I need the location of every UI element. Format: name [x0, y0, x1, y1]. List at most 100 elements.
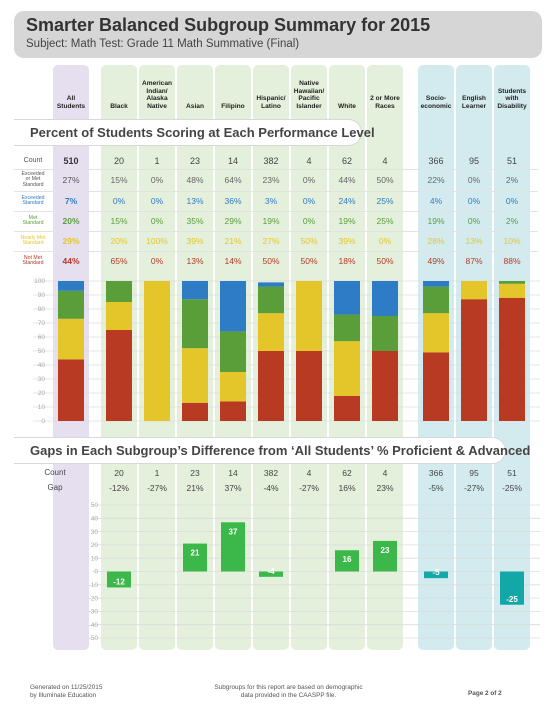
- column-bg: [139, 65, 175, 650]
- column-header: Students with Disability: [497, 87, 527, 111]
- column-header: Filipino: [221, 103, 245, 111]
- gap-y-tick: -10: [89, 582, 99, 589]
- section-performance-title-text: Percent of Students Scoring at Each Perf…: [30, 125, 375, 140]
- table-cell: 39%: [338, 236, 356, 246]
- gap-count-cell: 382: [263, 468, 279, 478]
- table-cell: 0%: [467, 175, 481, 185]
- table-cell: 510: [63, 156, 79, 166]
- table-cell: 0%: [150, 196, 164, 206]
- table-cell: 35%: [186, 216, 204, 226]
- table-cell: 1: [154, 156, 160, 166]
- table-cell: 51: [506, 156, 517, 166]
- table-cell: 0%: [467, 216, 481, 226]
- gap-value-cell: 21%: [186, 483, 204, 493]
- table-cell: 0%: [150, 216, 164, 226]
- stack-y-tick: 10: [38, 404, 46, 411]
- table-cell: 50%: [376, 175, 394, 185]
- column-header: Native Hawaiian/Pacific Islander: [293, 79, 325, 111]
- table-cell: 39%: [186, 236, 204, 246]
- table-cell: 100%: [146, 236, 168, 246]
- stack-y-tick: 50: [38, 348, 46, 355]
- gap-count-cell: 20: [114, 468, 124, 478]
- table-cell: 19%: [338, 216, 356, 226]
- gap-value-cell: 37%: [224, 483, 242, 493]
- gap-value-cell: -12%: [109, 483, 129, 493]
- table-cell: 25%: [376, 196, 394, 206]
- report-title: Smarter Balanced Subgroup Summary for 20…: [26, 15, 431, 35]
- table-cell: 64%: [224, 175, 242, 185]
- gap-value-cell: -27%: [147, 483, 167, 493]
- gap-y-tick: -40: [89, 622, 99, 629]
- table-cell: 28%: [427, 236, 445, 246]
- column-bg: [494, 65, 530, 650]
- table-cell: 0%: [505, 196, 519, 206]
- table-cell: 62: [341, 156, 352, 166]
- gap-y-tick: 10: [91, 555, 99, 562]
- table-cell: 4: [382, 156, 388, 166]
- table-cell: 0%: [302, 175, 316, 185]
- table-cell: 29%: [62, 236, 80, 246]
- column-header: 2 or More Races: [370, 95, 400, 111]
- table-cell: 20%: [110, 236, 128, 246]
- column-header: All Students: [56, 95, 86, 111]
- table-cell: 19%: [427, 216, 445, 226]
- table-cell: 4: [306, 156, 312, 166]
- gap-count-cell: 51: [507, 468, 517, 478]
- table-cell: 48%: [186, 175, 204, 185]
- table-cell: 14: [227, 156, 238, 166]
- table-cell: 15%: [110, 216, 128, 226]
- column-bg: [291, 65, 327, 650]
- table-cell: 27%: [262, 236, 280, 246]
- row-divider: [14, 211, 538, 212]
- gap-value-cell: 23%: [376, 483, 394, 493]
- gap-row-label-count: Count: [44, 467, 66, 477]
- column-header: Black: [110, 103, 128, 111]
- gap-value-cell: 16%: [338, 483, 356, 493]
- table-cell: 4%: [429, 196, 443, 206]
- table-cell: 2%: [505, 175, 519, 185]
- row-label-count: Count: [23, 157, 43, 165]
- table-cell: 10%: [503, 236, 521, 246]
- table-cell: 20%: [62, 216, 80, 226]
- column-header: English Learner: [461, 95, 487, 111]
- stack-y-tick: 90: [38, 292, 46, 299]
- section-gaps-title: Gaps in Each Subgroup’s Difference from …: [14, 437, 530, 464]
- table-cell: 19%: [262, 216, 280, 226]
- table-cell: 87%: [465, 256, 483, 266]
- gap-count-cell: 366: [428, 468, 444, 478]
- table-cell: 27%: [62, 175, 80, 185]
- table-cell: 382: [263, 156, 279, 166]
- table-cell: 49%: [427, 256, 445, 266]
- row-label-exceeded_or_met: Exceeded or Met Standard: [21, 170, 45, 188]
- row-divider: [14, 251, 538, 252]
- table-cell: 0%: [302, 216, 316, 226]
- table-cell: 366: [428, 156, 444, 166]
- gap-count-cell: 14: [228, 468, 238, 478]
- table-cell: 3%: [264, 196, 278, 206]
- table-cell: 0%: [302, 196, 316, 206]
- table-cell: 2%: [505, 216, 519, 226]
- table-cell: 13%: [186, 256, 204, 266]
- stack-y-tick: 60: [38, 334, 46, 341]
- gap-y-tick: 40: [91, 516, 99, 523]
- table-cell: 0%: [150, 256, 164, 266]
- section-gaps-title-text: Gaps in Each Subgroup’s Difference from …: [30, 443, 531, 458]
- gap-y-tick: -20: [89, 595, 99, 602]
- gap-y-tick: 50: [91, 502, 99, 509]
- column-bg: [418, 65, 454, 650]
- stack-y-tick: 70: [38, 320, 46, 327]
- table-cell: 22%: [427, 175, 445, 185]
- gap-count-cell: 4: [306, 468, 312, 478]
- table-cell: 24%: [338, 196, 356, 206]
- table-cell: 15%: [110, 175, 128, 185]
- table-cell: 50%: [300, 236, 318, 246]
- table-cell: 0%: [378, 236, 392, 246]
- table-cell: 18%: [338, 256, 356, 266]
- stack-y-tick: 0: [41, 418, 45, 425]
- table-cell: 95: [468, 156, 479, 166]
- table-cell: 14%: [224, 256, 242, 266]
- gap-row-label-gap: Gap: [47, 482, 63, 492]
- column-bg: [456, 65, 492, 650]
- table-cell: 20: [113, 156, 124, 166]
- table-cell: 50%: [376, 256, 394, 266]
